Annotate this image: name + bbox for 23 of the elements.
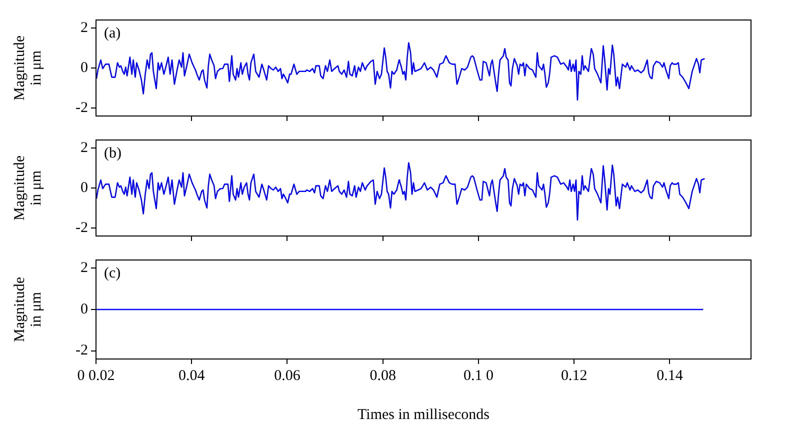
x-tick-label: 0.08 xyxy=(370,368,396,384)
y-tick-label: -2 xyxy=(76,342,88,359)
y-tick-label: 2 xyxy=(80,140,88,156)
annotation: (c) xyxy=(104,265,121,282)
y-tick-label: 2 xyxy=(80,20,88,36)
x-tick-label: 0.04 xyxy=(178,368,206,384)
x-tick-label: 0 0.02 xyxy=(77,368,115,384)
y-tick-label: 0 xyxy=(80,60,88,76)
y-tick-label: 0 xyxy=(80,301,88,318)
x-tick-label: 0.12 xyxy=(560,368,588,384)
x-tick-label: 0.14 xyxy=(656,368,684,384)
y-tick-label: -2 xyxy=(76,220,88,236)
x-tick-label: 0.06 xyxy=(274,368,301,384)
y-axis-title: Magnitude in μm xyxy=(12,35,45,100)
annotation: (b) xyxy=(104,145,122,162)
x-axis-title: Times in milliseconds xyxy=(358,406,490,423)
y-axis-title: Magnitude in μm xyxy=(12,155,45,220)
x-tick-label: 0.1 0 xyxy=(463,368,494,384)
y-tick-label: 0 xyxy=(80,180,88,196)
y-tick-label: 2 xyxy=(80,260,88,276)
y-tick-label: -2 xyxy=(76,100,88,116)
annotation: (a) xyxy=(104,25,121,42)
y-axis-title: Magnitude in μm xyxy=(12,276,45,342)
